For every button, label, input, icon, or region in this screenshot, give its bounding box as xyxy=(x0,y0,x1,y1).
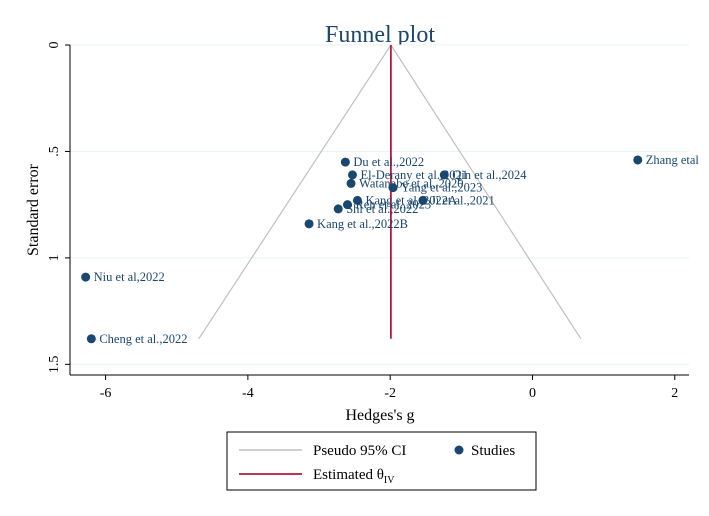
study-point xyxy=(333,204,343,214)
legend-estimate-subscript: IV xyxy=(384,475,395,486)
study-point xyxy=(86,334,96,344)
legend: Pseudo 95% CI Studies Estimated θIV xyxy=(226,431,537,491)
study-point xyxy=(439,170,449,180)
y-tick-label: .5 xyxy=(47,146,62,157)
y-tick-label: 0 xyxy=(47,42,62,49)
study-label: Du et al.,2022 xyxy=(353,155,424,169)
chart-title: Funnel plot xyxy=(325,22,435,48)
y-tick-label: 1.5 xyxy=(47,356,62,374)
study-point xyxy=(633,155,643,165)
study-point xyxy=(352,195,362,205)
grid-lines xyxy=(70,44,689,365)
y-axis-label: Standard error xyxy=(25,163,42,256)
study-point xyxy=(346,178,356,188)
study-label: Ren et al.,2023 xyxy=(355,198,431,212)
x-tick-label: -4 xyxy=(242,386,254,401)
study-points: Zhang etal Du et al.,2022 Qin et al.,2024E… xyxy=(81,153,699,346)
study-label: Cheng et al.,2022 xyxy=(99,332,187,346)
study-point xyxy=(304,219,314,229)
study-label: Niu et al,2022 xyxy=(94,270,165,284)
x-tick-label: 2 xyxy=(671,386,678,401)
legend-studies-swatch xyxy=(454,445,464,455)
axes: 0 .5 1 1.5 -6 -4 -2 0 2 xyxy=(47,42,689,401)
x-tick-label: -6 xyxy=(100,386,112,401)
study-point xyxy=(81,272,91,282)
pseudo-ci-lines xyxy=(198,44,582,340)
legend-box xyxy=(226,431,537,491)
x-tick-label: -2 xyxy=(384,386,396,401)
study-label: Zhang etal xyxy=(646,153,700,167)
study-point xyxy=(342,200,352,210)
ci-line-left xyxy=(198,44,392,340)
study-label: Watanabe et al.,2020 xyxy=(359,176,464,190)
study-point xyxy=(347,170,357,180)
study-label: El-Derany et al.,2021 xyxy=(360,168,468,182)
x-axis-label: Hedges's g xyxy=(345,407,414,424)
legend-estimate-label: Estimated θIV xyxy=(313,467,395,486)
study-label: Kang et al.,2022A xyxy=(365,193,457,207)
study-point xyxy=(418,195,428,205)
study-label: Yang et al.,2023 xyxy=(401,181,482,195)
plot-area xyxy=(70,45,689,375)
study-label: Kang et al.,2022B xyxy=(317,217,408,231)
ci-line-right xyxy=(390,44,582,340)
x-tick-label: 0 xyxy=(529,386,536,401)
study-label: Ji et al.,2021 xyxy=(431,193,495,207)
study-label: Shi et al.,2022 xyxy=(346,202,418,216)
legend-estimate-text: Estimated θ xyxy=(313,467,384,483)
study-point xyxy=(340,157,350,167)
y-tick-label: 1 xyxy=(47,254,62,261)
study-point xyxy=(388,183,398,193)
legend-ci-label: Pseudo 95% CI xyxy=(313,443,406,459)
study-label: Qin et al.,2024 xyxy=(452,168,527,182)
legend-studies-label: Studies xyxy=(471,443,515,459)
